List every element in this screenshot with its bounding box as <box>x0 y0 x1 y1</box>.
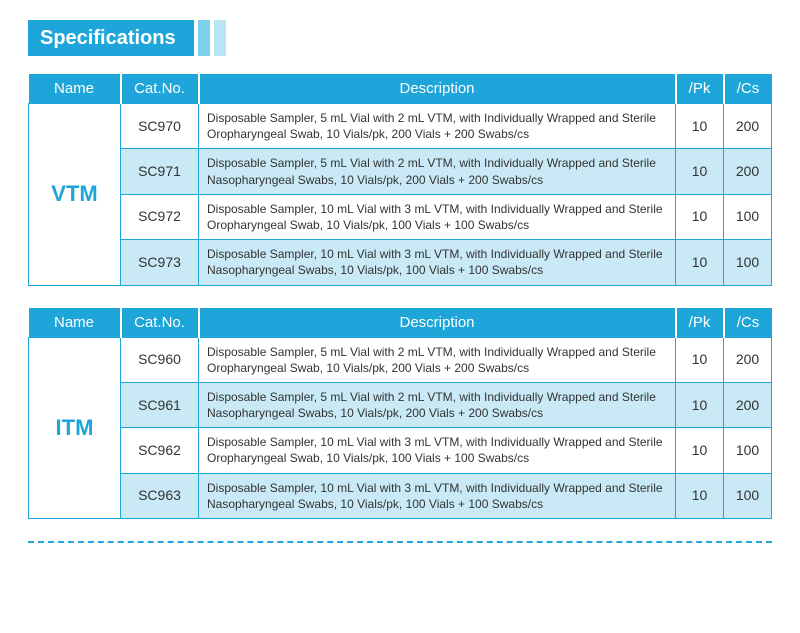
per-case: 100 <box>724 194 772 239</box>
description: Disposable Sampler, 5 mL Vial with 2 mL … <box>199 149 676 194</box>
per-case: 100 <box>724 428 772 473</box>
group-name: VTM <box>29 104 121 286</box>
col-pk: /Pk <box>676 308 724 338</box>
table-row: SC963 Disposable Sampler, 10 mL Vial wit… <box>29 473 772 518</box>
cat-no: SC973 <box>121 240 199 285</box>
table-row: VTM SC970 Disposable Sampler, 5 mL Vial … <box>29 104 772 149</box>
cat-no: SC970 <box>121 104 199 149</box>
per-pack: 10 <box>676 382 724 427</box>
table-row: SC962 Disposable Sampler, 10 mL Vial wit… <box>29 428 772 473</box>
cat-no: SC961 <box>121 382 199 427</box>
per-pack: 10 <box>676 194 724 239</box>
cat-no: SC971 <box>121 149 199 194</box>
col-desc: Description <box>199 74 676 104</box>
per-case: 200 <box>724 104 772 149</box>
table-header-row: Name Cat.No. Description /Pk /Cs <box>29 308 772 338</box>
per-case: 200 <box>724 149 772 194</box>
section-title: Specifications <box>28 20 194 56</box>
table-row: SC972 Disposable Sampler, 10 mL Vial wit… <box>29 194 772 239</box>
table-row: SC973 Disposable Sampler, 10 mL Vial wit… <box>29 240 772 285</box>
per-pack: 10 <box>676 337 724 382</box>
spec-table-itm: Name Cat.No. Description /Pk /Cs ITM SC9… <box>28 308 772 520</box>
table-row: SC971 Disposable Sampler, 5 mL Vial with… <box>29 149 772 194</box>
description: Disposable Sampler, 10 mL Vial with 3 mL… <box>199 428 676 473</box>
col-cat: Cat.No. <box>121 308 199 338</box>
cat-no: SC960 <box>121 337 199 382</box>
table-header-row: Name Cat.No. Description /Pk /Cs <box>29 74 772 104</box>
per-pack: 10 <box>676 149 724 194</box>
spec-table-vtm: Name Cat.No. Description /Pk /Cs VTM SC9… <box>28 74 772 286</box>
cat-no: SC963 <box>121 473 199 518</box>
description: Disposable Sampler, 5 mL Vial with 2 mL … <box>199 382 676 427</box>
per-pack: 10 <box>676 240 724 285</box>
description: Disposable Sampler, 5 mL Vial with 2 mL … <box>199 104 676 149</box>
description: Disposable Sampler, 10 mL Vial with 3 mL… <box>199 240 676 285</box>
table-row: ITM SC960 Disposable Sampler, 5 mL Vial … <box>29 337 772 382</box>
per-pack: 10 <box>676 428 724 473</box>
per-pack: 10 <box>676 104 724 149</box>
col-cs: /Cs <box>724 74 772 104</box>
description: Disposable Sampler, 5 mL Vial with 2 mL … <box>199 337 676 382</box>
group-name: ITM <box>29 337 121 519</box>
per-case: 200 <box>724 337 772 382</box>
per-case: 200 <box>724 382 772 427</box>
col-cat: Cat.No. <box>121 74 199 104</box>
col-name: Name <box>29 308 121 338</box>
col-cs: /Cs <box>724 308 772 338</box>
section-header: Specifications <box>28 20 772 56</box>
cat-no: SC962 <box>121 428 199 473</box>
per-case: 100 <box>724 240 772 285</box>
description: Disposable Sampler, 10 mL Vial with 3 mL… <box>199 473 676 518</box>
cat-no: SC972 <box>121 194 199 239</box>
table-row: SC961 Disposable Sampler, 5 mL Vial with… <box>29 382 772 427</box>
per-pack: 10 <box>676 473 724 518</box>
description: Disposable Sampler, 10 mL Vial with 3 mL… <box>199 194 676 239</box>
header-stripe <box>214 20 226 56</box>
col-pk: /Pk <box>676 74 724 104</box>
per-case: 100 <box>724 473 772 518</box>
header-stripe <box>198 20 210 56</box>
dashed-divider <box>28 541 772 543</box>
col-name: Name <box>29 74 121 104</box>
col-desc: Description <box>199 308 676 338</box>
